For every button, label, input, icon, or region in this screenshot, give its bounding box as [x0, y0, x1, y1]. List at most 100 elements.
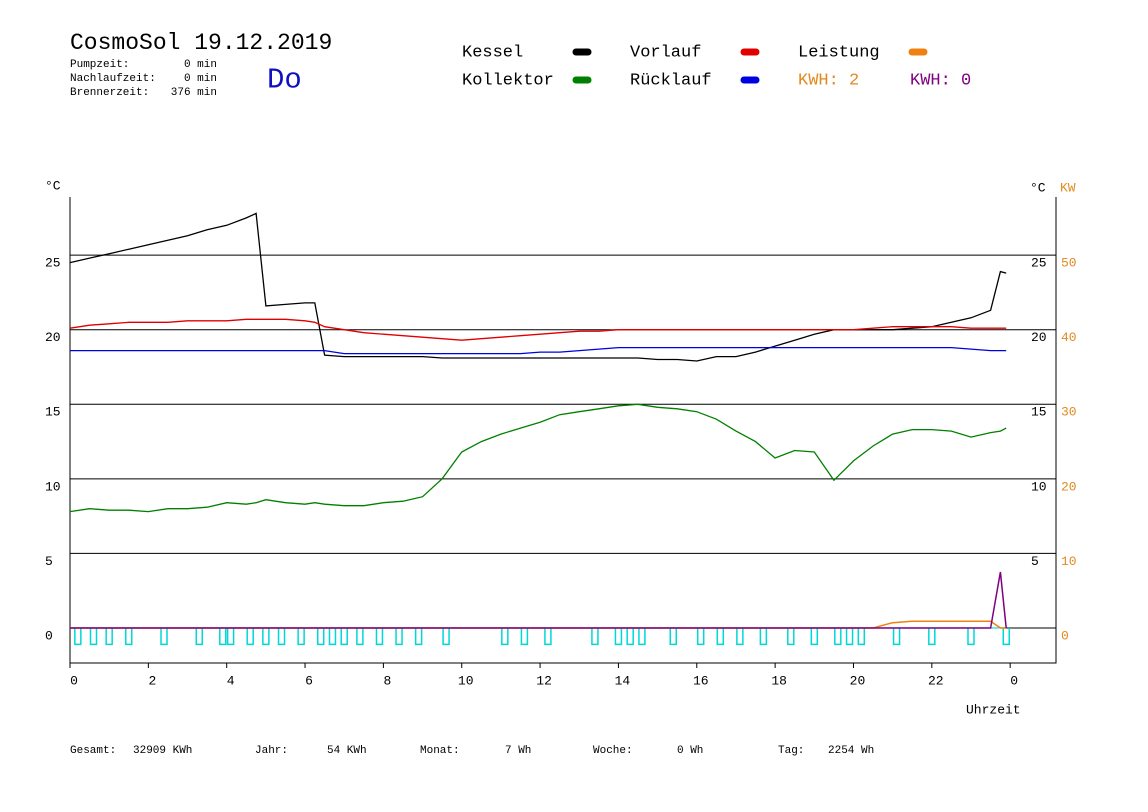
stat-value: 376 min	[171, 87, 217, 99]
y-tick-label-right: 25	[1031, 256, 1047, 271]
pump-pulse	[226, 627, 235, 646]
y-tick-label-right: 5	[1031, 554, 1039, 569]
legend-label: Rücklauf	[630, 71, 712, 90]
pump-pulse	[340, 627, 348, 646]
pump-pulse	[160, 627, 168, 646]
x-tick-label: 16	[693, 673, 709, 688]
footer-value: 54 KWh	[327, 745, 367, 757]
pump-pulse	[246, 627, 254, 646]
x-tick-label: 8	[383, 673, 391, 688]
footer-value: 0 Wh	[677, 745, 703, 757]
x-tick-label: 14	[615, 673, 631, 688]
series-line	[69, 318, 1007, 341]
footer-value: 32909 KWh	[133, 745, 192, 757]
pump-pulse	[787, 627, 795, 646]
x-tick-label: 0	[70, 673, 78, 688]
legend-label: Kollektor	[462, 71, 554, 90]
y2-tick-label: 0	[1061, 628, 1069, 643]
weekday: Do	[267, 64, 302, 97]
pump-pulse	[356, 627, 364, 646]
y-tick-label: 25	[45, 256, 61, 271]
pump-pulse	[442, 627, 450, 646]
x-tick-label: 4	[227, 673, 235, 688]
footer-value: 7 Wh	[505, 745, 531, 757]
stat-label: Nachlaufzeit:	[70, 73, 156, 85]
pump-pulse	[544, 627, 552, 646]
pump-pulse	[810, 627, 819, 646]
pump-pulse	[316, 627, 325, 646]
series-line	[70, 571, 1007, 629]
pump-pulse	[834, 627, 842, 646]
pump-pulse	[736, 627, 744, 646]
pump-pulse	[591, 627, 599, 646]
pump-pulse	[277, 627, 286, 646]
pump-pulse	[716, 627, 725, 646]
pump-pulse	[328, 627, 337, 646]
pump-pulse	[967, 627, 975, 646]
pump-pulse	[89, 627, 98, 646]
pump-pulse	[845, 627, 854, 646]
pump-pulse	[414, 627, 423, 646]
x-tick-label: 12	[536, 673, 552, 688]
y2-tick-label: 30	[1061, 405, 1077, 420]
series-line	[69, 212, 1007, 362]
pump-pulse	[297, 627, 305, 646]
stat-label: Brennerzeit:	[70, 87, 149, 99]
x-tick-label: 2	[148, 673, 156, 688]
y-axis-label: °C	[45, 178, 61, 193]
y-tick-label: 10	[45, 479, 61, 494]
pump-pulse	[759, 627, 768, 646]
y-tick-label-right: 20	[1031, 330, 1047, 345]
y-tick-label: 0	[45, 628, 53, 643]
x-tick-label: 6	[305, 673, 313, 688]
pump-pulse	[1002, 627, 1010, 646]
y-tick-label: 20	[45, 330, 61, 345]
x-tick-label: 22	[928, 673, 944, 688]
y-tick-label-right: 15	[1031, 405, 1047, 420]
y-tick-label-right: 10	[1031, 479, 1047, 494]
pump-pulse	[669, 627, 678, 646]
y-tick-label: 5	[45, 554, 53, 569]
pump-pulse	[195, 627, 204, 646]
x-tick-label: 0	[1010, 673, 1018, 688]
legend-label: Kessel	[462, 43, 523, 62]
stat-value: 0 min	[184, 59, 217, 71]
annotation: KWH: 2	[798, 71, 859, 90]
pump-pulse	[626, 627, 634, 646]
pump-pulse	[74, 627, 82, 646]
plot-frame	[69, 197, 1057, 664]
footer-label: Woche:	[593, 745, 633, 757]
series-line	[70, 346, 1007, 355]
pump-pulse	[395, 627, 403, 646]
pump-pulse	[219, 627, 227, 646]
footer-label: Jahr:	[255, 745, 288, 757]
pump-pulse	[614, 627, 623, 646]
pump-pulse	[501, 627, 509, 646]
x-tick-label: 18	[771, 673, 787, 688]
y2-tick-label: 20	[1061, 479, 1077, 494]
stat-value: 0 min	[184, 73, 217, 85]
pump-pulse	[696, 627, 705, 646]
pump-pulse	[520, 627, 529, 646]
pump-pulse	[928, 627, 936, 646]
footer-value: 2254 Wh	[828, 745, 874, 757]
pump-pulse	[125, 627, 133, 646]
series-line	[69, 403, 1007, 513]
pump-pulse	[375, 627, 384, 646]
series-line	[70, 620, 1007, 629]
legend-label: Vorlauf	[630, 43, 701, 62]
pump-pulse	[892, 627, 901, 646]
y2-tick-label: 50	[1061, 256, 1077, 271]
x-axis-label: Uhrzeit	[966, 702, 1021, 717]
x-tick-label: 20	[850, 673, 866, 688]
y2-tick-label: 10	[1061, 554, 1077, 569]
footer-label: Gesamt:	[70, 745, 116, 757]
stat-label: Pumpzeit:	[70, 59, 129, 71]
pump-pulse	[262, 627, 270, 646]
y2-tick-label: 40	[1061, 330, 1077, 345]
annotation: KWH: 0	[910, 71, 971, 90]
y2-axis-label: KW	[1060, 180, 1076, 195]
pump-pulse	[857, 627, 866, 646]
footer-label: Monat:	[420, 745, 460, 757]
